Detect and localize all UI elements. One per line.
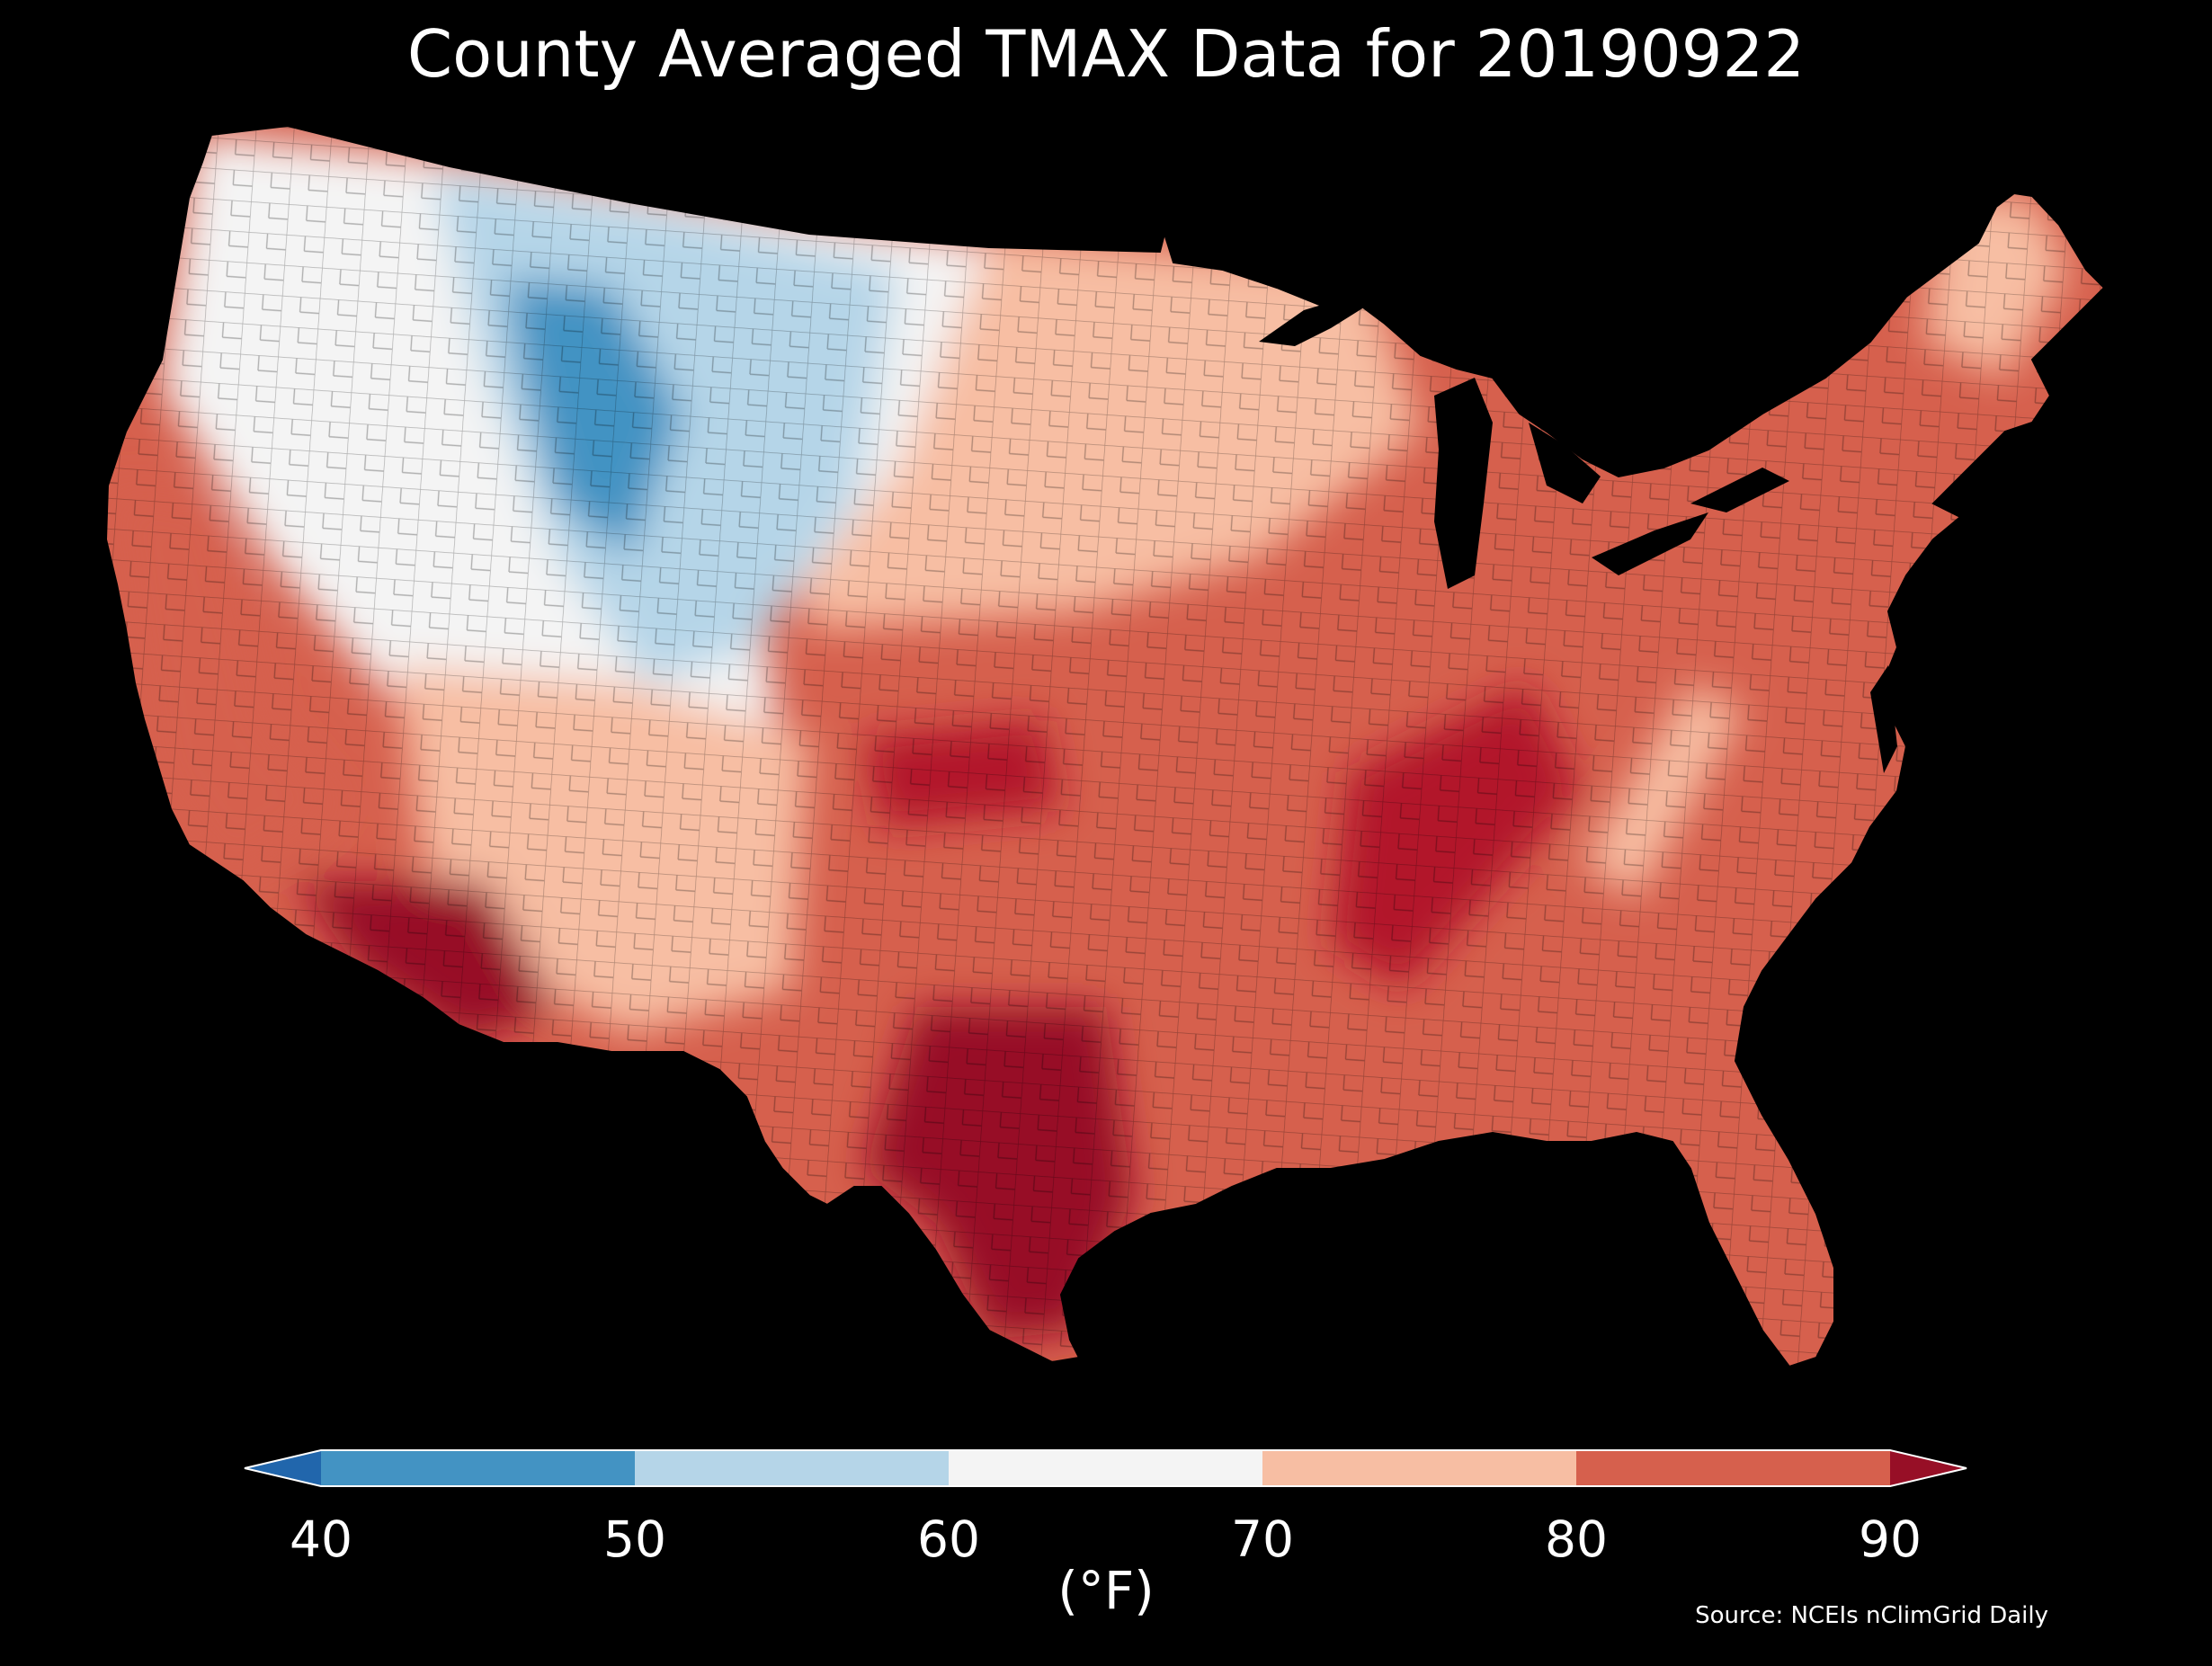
us-outline	[104, 124, 2106, 1368]
colorbar-tick-label: 40	[290, 1510, 352, 1568]
colorbar-bin-80-90	[1576, 1450, 1891, 1486]
map-title: County Averaged TMAX Data for 20190922	[406, 16, 1806, 92]
chesapeake-bay	[1870, 665, 1897, 773]
colorbar-unit-label: (°F)	[1057, 1560, 1155, 1621]
colorbar-tick-label: 70	[1231, 1510, 1294, 1568]
colorbar-bin-50-60	[635, 1450, 950, 1486]
colorbar-tick-label: 90	[1859, 1510, 1922, 1568]
colorbar-bin-40-50	[321, 1450, 636, 1486]
colorbar-bin->90	[1890, 1450, 1967, 1486]
colorbar-bin-60-70	[949, 1450, 1263, 1486]
colorbar-tick-label: 50	[603, 1510, 666, 1568]
colorbar-tick-label: 60	[917, 1510, 980, 1568]
source-credit: Source: NCEIs nClimGrid Daily	[1695, 1602, 2048, 1629]
great-lakes	[1259, 283, 1789, 589]
colorbar-tick-label: 80	[1545, 1510, 1608, 1568]
colorbar-bin-<40	[245, 1450, 321, 1486]
colorbar-bin-70-80	[1262, 1450, 1577, 1486]
